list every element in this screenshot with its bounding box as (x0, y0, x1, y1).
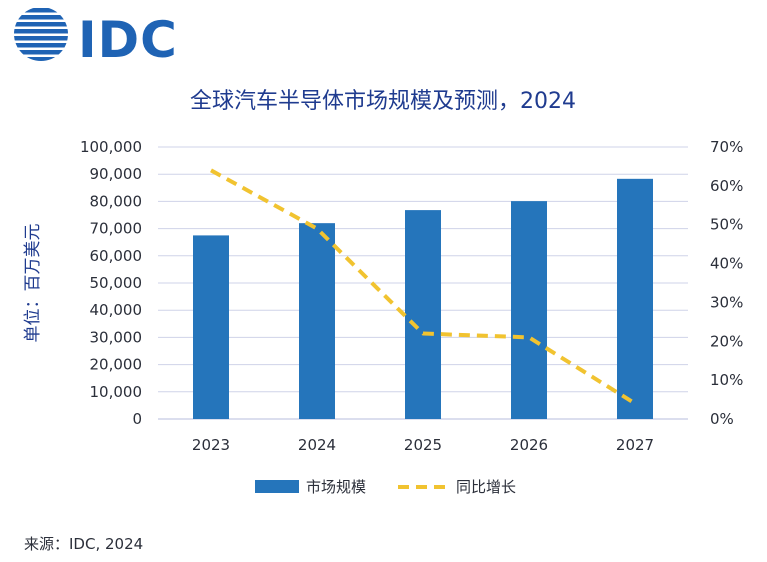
x-tick-label: 2024 (298, 436, 336, 454)
y-tick-label: 50,000 (90, 274, 143, 292)
legend-line-label: 同比增长 (456, 478, 516, 496)
logo-stripe (10, 15, 74, 20)
legend-bar-label: 市场规模 (306, 478, 366, 496)
y-tick-label: 40,000 (90, 301, 143, 319)
x-tick-label: 2027 (616, 436, 654, 454)
y2-tick-label: 20% (710, 332, 743, 350)
chart-title: 全球汽车半导体市场规模及预测，2024 (190, 89, 576, 114)
logo-text: IDC (78, 11, 178, 69)
y-tick-label: 30,000 (90, 328, 143, 346)
logo-stripe (10, 57, 74, 62)
y2-tick-label: 10% (710, 371, 743, 389)
logo-stripe (10, 8, 74, 13)
x-tick-label: 2023 (192, 436, 230, 454)
y2-tick-label: 70% (710, 138, 743, 156)
bar (405, 210, 441, 419)
y-tick-label: 80,000 (90, 192, 143, 210)
y-tick-label: 90,000 (90, 165, 143, 183)
x-tick-label: 2026 (510, 436, 548, 454)
y-tick-label: 10,000 (90, 383, 143, 401)
y2-tick-label: 0% (710, 410, 734, 428)
idc-logo: IDC (10, 8, 178, 69)
y-tick-label: 70,000 (90, 220, 143, 238)
logo-stripe (10, 36, 74, 41)
y-tick-label: 100,000 (80, 138, 142, 156)
logo-stripe (10, 22, 74, 27)
bar (617, 179, 653, 419)
y2-tick-label: 60% (710, 177, 743, 195)
logo-globe-icon (10, 8, 74, 62)
logo-stripe (10, 43, 74, 48)
legend: 市场规模 同比增长 (255, 478, 516, 496)
logo-stripe (10, 50, 74, 55)
y2-tick-label: 50% (710, 216, 743, 234)
bar (299, 223, 335, 419)
x-tick-label: 2025 (404, 436, 442, 454)
y-axis-left-ticks: 0 10,000 20,000 30,000 40,000 50,000 60,000 70,… (80, 138, 142, 428)
y-axis-label: 单位：百万美元 (23, 224, 43, 343)
y2-tick-label: 40% (710, 255, 743, 273)
bar (193, 235, 229, 419)
legend-bar-swatch (255, 480, 299, 493)
bar (511, 201, 547, 419)
bar-series (193, 179, 653, 419)
source-note: 来源：IDC, 2024 (24, 535, 143, 553)
y2-tick-label: 30% (710, 293, 743, 311)
y-axis-right-ticks: 0% 10% 20% 30% 40% 50% 60% 70% (710, 138, 743, 428)
logo-stripe (10, 29, 74, 34)
y-tick-label: 60,000 (90, 247, 143, 265)
y-tick-label: 0 (132, 410, 142, 428)
y-tick-label: 20,000 (90, 356, 143, 374)
x-axis-ticks: 2023 2024 2025 2026 2027 (192, 436, 654, 454)
